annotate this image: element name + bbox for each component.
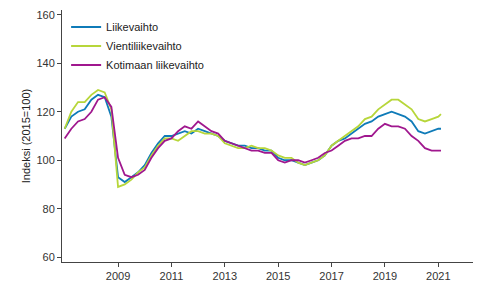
svg-text:140: 140: [36, 57, 54, 69]
svg-text:2009: 2009: [106, 270, 130, 282]
svg-text:2013: 2013: [213, 270, 237, 282]
svg-text:2017: 2017: [319, 270, 343, 282]
svg-text:2011: 2011: [160, 270, 184, 282]
svg-text:2021: 2021: [426, 270, 450, 282]
svg-text:Indeksi (2015=100): Indeksi (2015=100): [20, 89, 32, 183]
svg-text:Liikevaihto: Liikevaihto: [106, 21, 158, 33]
svg-text:100: 100: [36, 154, 54, 166]
svg-text:Kotimaan liikevaihto: Kotimaan liikevaihto: [106, 59, 204, 71]
svg-text:2015: 2015: [266, 270, 290, 282]
svg-text:60: 60: [43, 251, 55, 263]
svg-text:80: 80: [43, 203, 55, 215]
svg-text:120: 120: [36, 106, 54, 118]
svg-text:Lähde: Tilastokeskus: Lähde: Tilastokeskus: [11, 302, 114, 304]
svg-text:2019: 2019: [373, 270, 397, 282]
svg-text:Vientiliikevaihto: Vientiliikevaihto: [106, 40, 182, 52]
svg-text:160: 160: [36, 9, 54, 21]
